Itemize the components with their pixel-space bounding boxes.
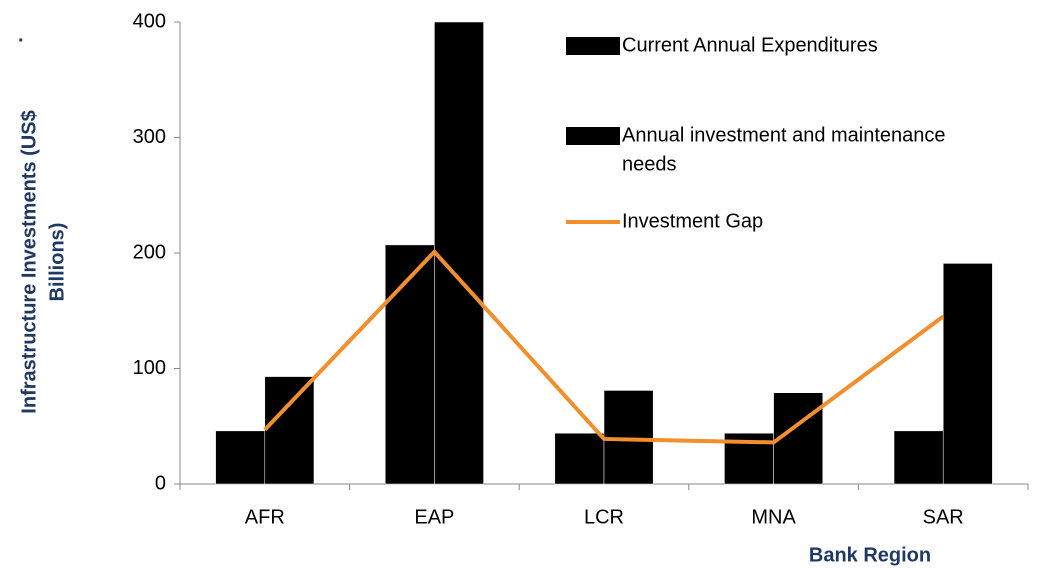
legend-swatch xyxy=(566,127,620,145)
legend-label: Investment Gap xyxy=(622,210,763,232)
x-tick-label: EAP xyxy=(414,506,454,528)
legend-label: needs xyxy=(622,153,677,175)
x-tick-label: LCR xyxy=(584,506,624,528)
y-tick-label: 400 xyxy=(133,10,166,32)
y-axis-label: Infrastructure Investments (US$ xyxy=(18,110,40,413)
x-tick-label: AFR xyxy=(245,506,285,528)
legend-swatch xyxy=(566,37,620,55)
y-axis-label: Billions) xyxy=(46,223,68,302)
annotation: . xyxy=(18,24,24,46)
legend-label: Annual investment and maintenance xyxy=(622,124,946,146)
bar xyxy=(942,263,993,485)
x-tick-label: SAR xyxy=(923,506,964,528)
bar xyxy=(215,430,266,485)
y-tick-label: 200 xyxy=(133,241,166,263)
bar xyxy=(554,432,605,485)
legend-label: Current Annual Expenditures xyxy=(622,34,878,56)
bar xyxy=(264,376,315,485)
bar xyxy=(893,430,944,485)
x-tick-label: MNA xyxy=(751,506,796,528)
x-axis-label: Bank Region xyxy=(809,544,931,566)
y-tick-label: 0 xyxy=(155,472,166,494)
bar xyxy=(434,21,484,485)
y-tick-label: 100 xyxy=(133,357,166,379)
y-tick-label: 300 xyxy=(133,126,166,148)
bar xyxy=(384,244,435,485)
line xyxy=(263,248,945,445)
